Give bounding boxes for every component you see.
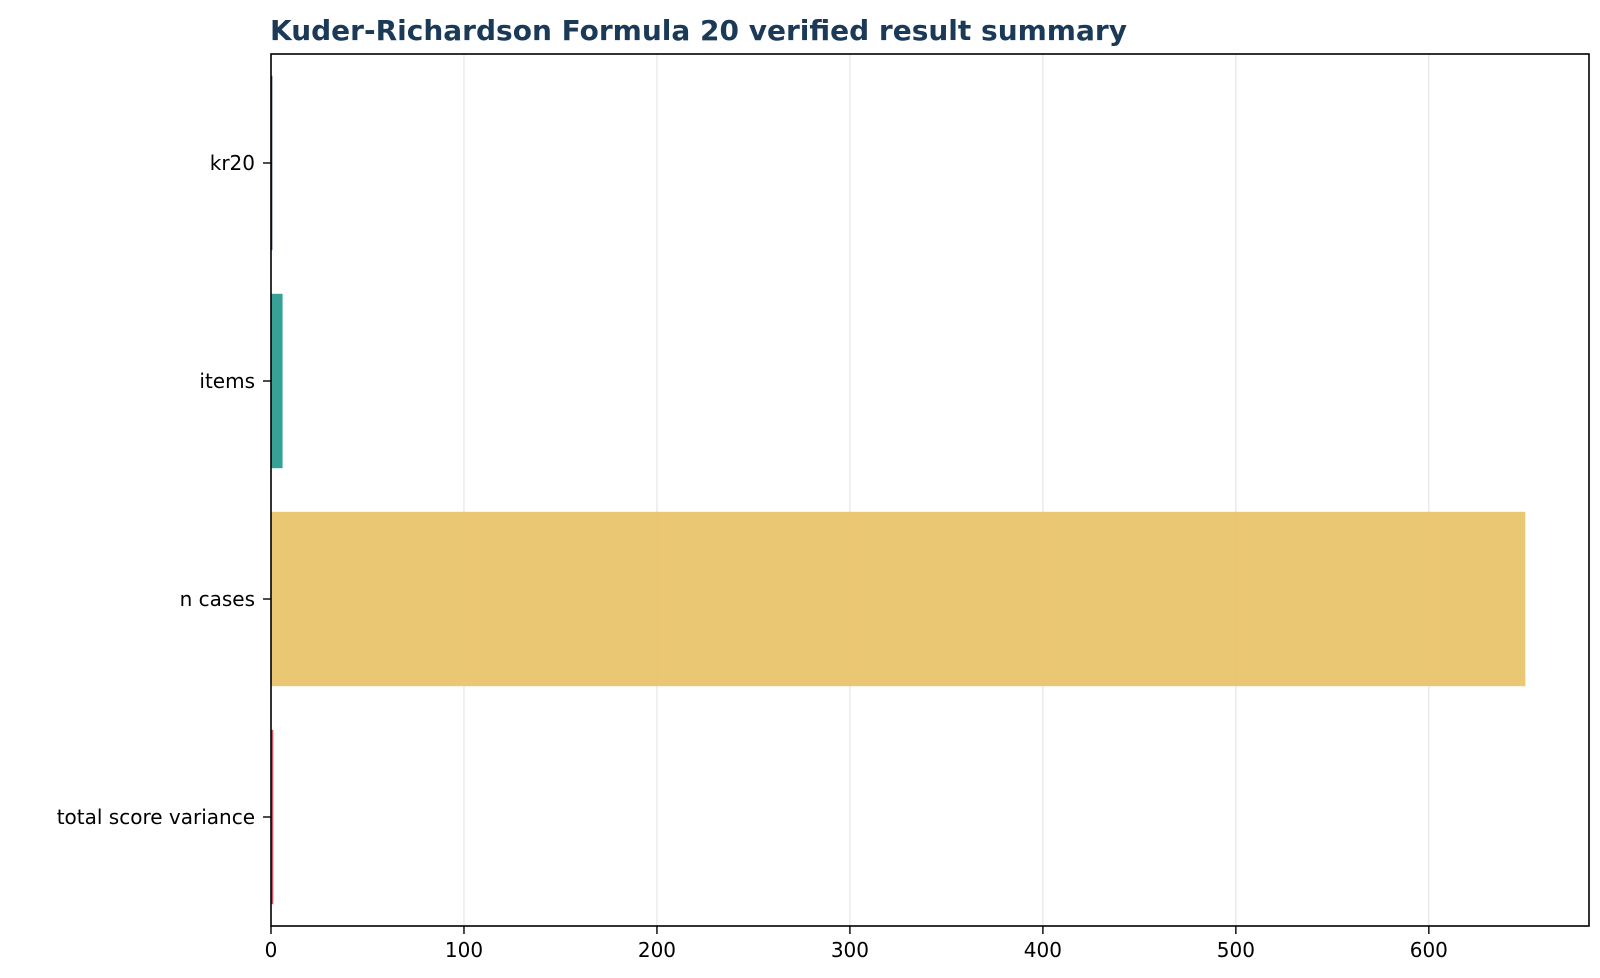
bar [271, 729, 274, 905]
x-tick-label: 500 [1217, 938, 1255, 962]
x-tick-label: 400 [1024, 938, 1062, 962]
bar [271, 293, 283, 469]
chart-title: Kuder-Richardson Formula 20 verified res… [270, 14, 1127, 47]
y-tick-label: items [199, 369, 255, 393]
x-tick-label: 600 [1410, 938, 1448, 962]
x-tick-label: 200 [638, 938, 676, 962]
x-axis: 0 100 200 300 400 500 600 [265, 926, 1448, 962]
plot-frame [270, 53, 1590, 927]
y-axis: kr20 items n cases total score variance [57, 151, 271, 829]
y-tick-label: kr20 [210, 151, 255, 175]
y-tick-label: n cases [180, 587, 255, 611]
x-tick-label: 0 [265, 938, 278, 962]
bars [271, 75, 1526, 905]
bar [271, 511, 1526, 687]
x-tick-label: 100 [445, 938, 483, 962]
grid-lines [270, 54, 1430, 926]
x-tick-label: 300 [831, 938, 869, 962]
y-tick-label: total score variance [57, 805, 255, 829]
